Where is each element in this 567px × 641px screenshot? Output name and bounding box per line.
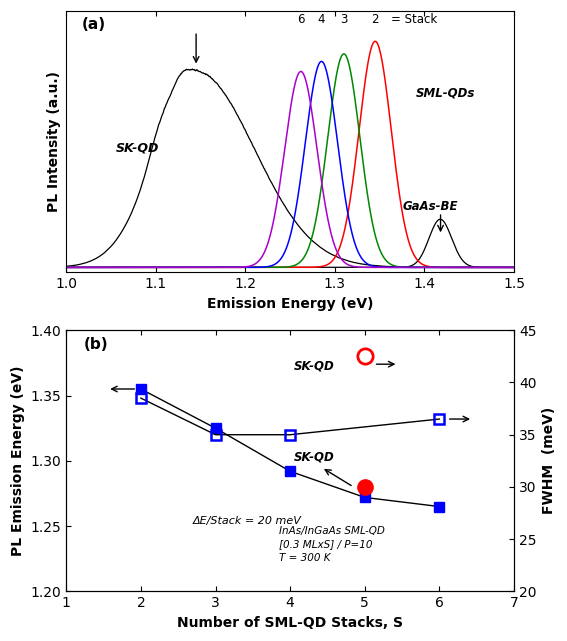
Text: SML-QDs: SML-QDs: [416, 87, 475, 99]
Text: (b): (b): [84, 337, 109, 351]
Y-axis label: FWHM  (meV): FWHM (meV): [542, 407, 556, 515]
Text: 3: 3: [340, 13, 348, 26]
Text: 4: 4: [318, 13, 325, 26]
Text: SK-QD: SK-QD: [294, 360, 335, 372]
Text: 2: 2: [371, 13, 379, 26]
Text: = Stack: = Stack: [391, 13, 438, 26]
Text: ΔE/Stack = 20 meV: ΔE/Stack = 20 meV: [193, 515, 302, 526]
Y-axis label: PL Emission Energy (eV): PL Emission Energy (eV): [11, 365, 25, 556]
Text: SK-QD: SK-QD: [294, 451, 335, 464]
Text: (a): (a): [82, 17, 106, 33]
X-axis label: Number of SML-QD Stacks, S: Number of SML-QD Stacks, S: [177, 616, 403, 630]
Text: 6: 6: [297, 13, 304, 26]
Text: GaAs-BE: GaAs-BE: [403, 199, 459, 213]
Text: SK-QD: SK-QD: [116, 142, 159, 155]
Y-axis label: PL Intensity (a.u.): PL Intensity (a.u.): [46, 71, 61, 212]
X-axis label: Emission Energy (eV): Emission Energy (eV): [207, 297, 374, 311]
Text: InAs/InGaAs SML-QD
[0.3 MLxS] / P=10
T = 300 K: InAs/InGaAs SML-QD [0.3 MLxS] / P=10 T =…: [279, 526, 385, 563]
